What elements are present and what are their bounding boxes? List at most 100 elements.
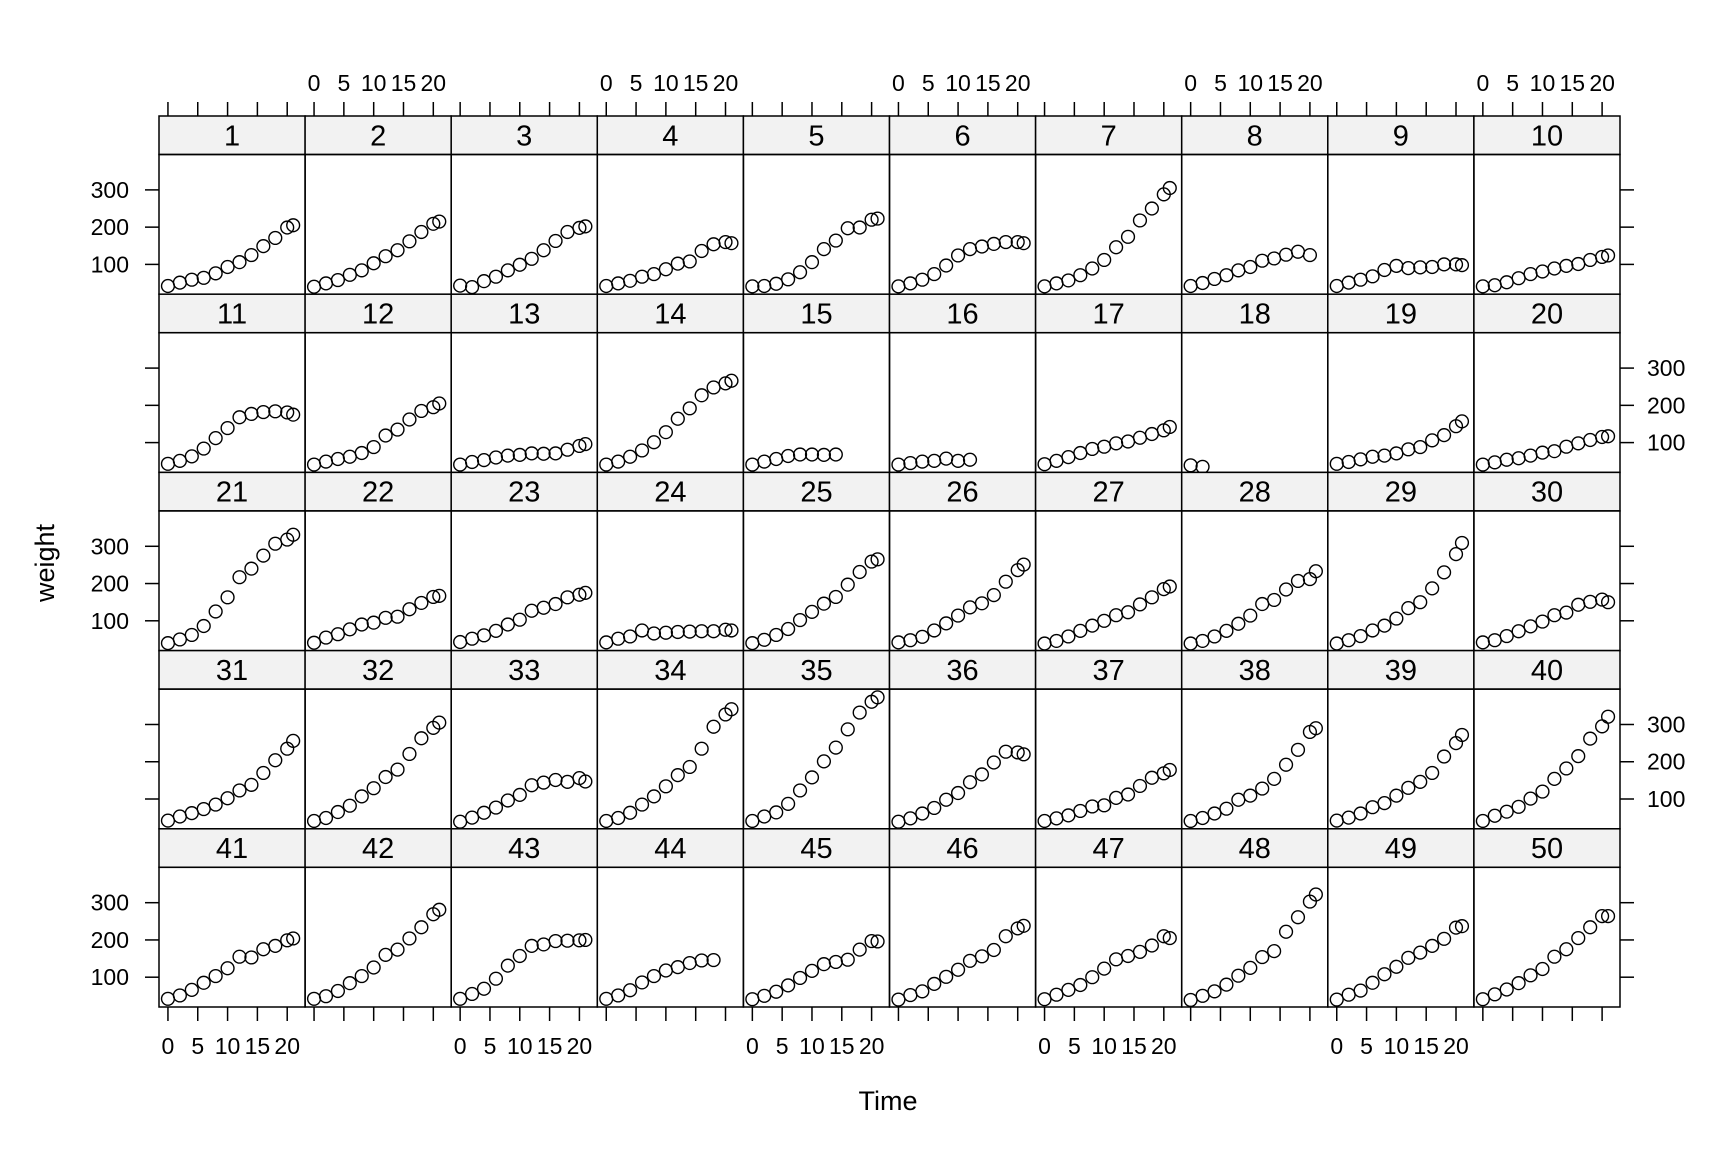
x-tick-label: 10 [1091,1033,1117,1059]
data-point [476,805,492,820]
data-point [1523,619,1538,634]
data-point [962,600,978,615]
data-point [903,811,918,826]
strip-label: 50 [1531,833,1563,865]
data-point [1559,439,1574,454]
x-tick-label: 0 [454,1033,467,1059]
data-point [232,949,247,964]
data-point [1535,264,1550,279]
x-tick-label: 5 [1214,70,1227,96]
data-point [1109,608,1124,623]
x-tick-label: 0 [162,1033,175,1059]
data-point [694,741,709,756]
data-point [1016,236,1031,251]
panel-frame [1327,153,1475,295]
data-point [432,715,447,730]
data-point [330,451,345,467]
data-point [1377,618,1392,633]
data-point [366,960,381,975]
data-point [1073,977,1088,993]
data-point [682,401,697,416]
data-point [1595,719,1610,734]
data-point [1302,247,1318,263]
data-point [1401,261,1416,276]
data-point [840,952,855,967]
data-point [306,457,322,472]
panel-frame [1034,510,1183,652]
data-point [1162,419,1177,435]
data-point [1061,629,1076,644]
data-point [378,249,393,264]
data-point [1267,592,1282,608]
data-point [414,731,429,746]
y-tick-label: 100 [91,964,129,990]
data-point [244,561,259,576]
panel-21: 21 [158,471,306,652]
strip [1327,828,1475,869]
data-point [1401,780,1416,795]
data-point [682,254,697,269]
data-point [1600,248,1616,263]
data-point [1278,924,1294,939]
strip-label: 43 [508,833,540,865]
data-point [962,775,978,790]
data-point [1308,721,1323,736]
data-point [792,783,808,798]
data-point [414,224,429,240]
data-point [852,220,867,235]
data-point [1547,608,1562,623]
panel-46: 46 [888,828,1037,1008]
data-point [1425,433,1440,448]
data-point [870,690,885,705]
data-point [548,933,563,949]
panel-frame [1473,153,1621,295]
data-point [500,793,515,808]
data-point [1097,613,1112,628]
panel-frame [888,331,1037,474]
data-point [488,800,504,815]
panel-17: 17 [1034,293,1183,474]
data-point [256,765,271,781]
data-point [1583,252,1598,268]
data-point [1290,910,1306,925]
data-point [500,617,515,632]
data-point [1207,984,1222,999]
data-point [330,272,345,288]
data-point [634,975,650,990]
strip-label: 1 [224,120,240,152]
data-point [646,789,662,804]
data-point [670,411,685,426]
panel-frame [1180,331,1329,474]
data-point [962,242,978,257]
data-point [1341,987,1356,1002]
data-point [1120,434,1136,449]
panel-2: 2 [304,115,452,295]
data-point [208,968,223,984]
data-point [1231,263,1246,278]
y-tick-label: 200 [1647,749,1685,775]
data-point [464,631,480,646]
data-point [464,986,480,1002]
x-tick-label: 10 [1530,70,1556,96]
x-tick-label: 5 [776,1033,789,1059]
data-point [1511,271,1526,286]
data-point [1389,959,1404,974]
panel-39: 39 [1327,649,1475,830]
data-point [1144,201,1159,216]
data-point [1085,441,1100,457]
data-point [903,455,918,471]
data-point [1144,770,1159,785]
data-point [488,623,504,638]
data-point [1595,909,1610,924]
data-point [915,272,930,287]
data-point [548,233,563,249]
data-point [769,451,784,467]
strip [1473,471,1621,512]
data-point [1132,944,1148,959]
data-point [1365,449,1380,464]
data-point [1365,800,1380,815]
panel-frame [1034,688,1183,830]
data-point [1308,564,1323,579]
data-point [184,627,199,643]
data-point [342,449,357,464]
